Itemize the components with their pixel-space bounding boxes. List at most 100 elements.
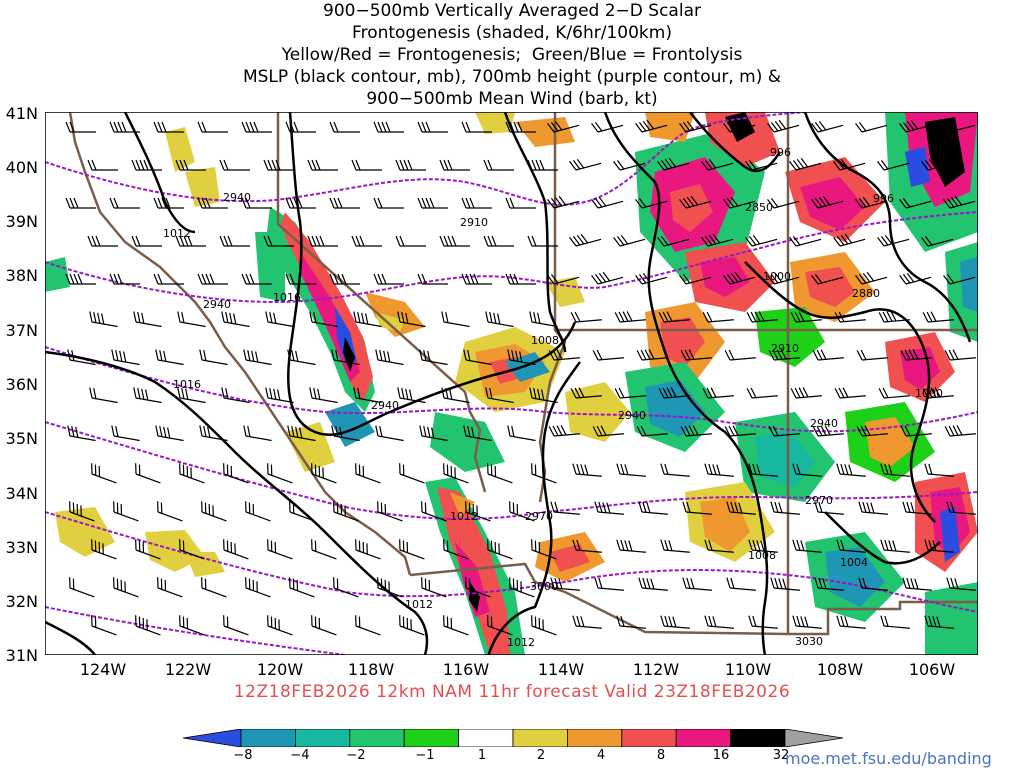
wind-barb: [878, 311, 910, 323]
wind-barb: [91, 463, 117, 484]
wind-barb: [767, 197, 800, 209]
wind-barb: [245, 577, 271, 598]
wind-barb: [723, 121, 756, 133]
mslp-label: 1016: [273, 291, 301, 304]
wind-barb: [682, 501, 712, 515]
wind-barb: [833, 158, 866, 171]
wind-barb: [287, 349, 316, 366]
wind-barb: [701, 233, 734, 247]
wind-barb: [419, 425, 448, 442]
wind-barb: [704, 463, 734, 477]
wind-barb: [679, 273, 712, 285]
wind-barb: [133, 311, 162, 328]
wind-barb: [748, 463, 778, 477]
wind-barb: [421, 577, 447, 598]
wind-barb: [877, 234, 910, 247]
lon-label: 112W: [632, 660, 680, 679]
mslp-label: 1012: [507, 636, 535, 649]
wind-barb: [636, 349, 668, 361]
wind-barb: [219, 159, 250, 171]
wind-barb: [113, 577, 139, 598]
wind-barb: [109, 197, 140, 209]
wind-barb: [616, 463, 646, 477]
wind-barb: [177, 387, 206, 404]
wind-barb: [199, 349, 228, 366]
wind-barb: [616, 615, 646, 629]
wind-barb: [245, 501, 271, 522]
wind-barb: [527, 235, 558, 247]
wind-barbs: [65, 119, 976, 636]
wind-barb: [329, 197, 360, 209]
wind-barb: [505, 273, 536, 285]
title-line-5: 900−500mb Mean Wind (barb, kt): [366, 89, 658, 109]
wind-barb: [399, 615, 425, 636]
wind-barb: [89, 311, 118, 328]
lon-label: 122W: [164, 660, 212, 679]
wind-barb: [329, 121, 360, 133]
colorbar-cell: [183, 729, 242, 747]
wind-barb: [311, 539, 337, 560]
wind-barb: [748, 539, 778, 553]
wind-barb: [331, 425, 360, 442]
wind-barb: [311, 463, 337, 484]
wind-barb: [594, 577, 624, 591]
wind-barb: [899, 119, 932, 133]
wind-barb: [792, 539, 822, 553]
colorbar-cell: [295, 729, 351, 747]
colorbar-cell: [730, 729, 786, 747]
wind-barb: [285, 121, 316, 133]
wind-barb: [375, 425, 404, 442]
wind-barb: [241, 273, 272, 285]
wind-barb: [221, 387, 250, 404]
wind-barb: [461, 121, 492, 133]
wind-barb: [789, 157, 822, 171]
wind-barb: [548, 349, 580, 361]
wind-barb: [439, 159, 470, 171]
wind-barb: [241, 197, 272, 209]
wind-barb: [658, 387, 690, 399]
height-label: 2850: [745, 201, 773, 214]
mslp-label: 996: [770, 146, 791, 159]
wind-barb: [704, 539, 734, 553]
wind-barb: [69, 501, 95, 522]
height-label: 2970: [805, 494, 833, 507]
mslp-label: 1016: [173, 378, 201, 391]
wind-barb: [878, 387, 910, 399]
wind-barb: [267, 539, 293, 560]
colorbar-label: 32: [772, 748, 790, 763]
wind-barb: [833, 233, 866, 247]
wind-barb: [487, 463, 513, 484]
wind-barb: [179, 539, 205, 560]
wind-barb: [111, 425, 140, 442]
wind-barb: [902, 577, 932, 591]
wind-barb: [943, 195, 976, 209]
wind-barb: [638, 501, 668, 515]
wind-barb: [547, 120, 580, 133]
wind-barb: [263, 235, 294, 247]
colorbar-cell: [403, 729, 459, 747]
wind-barb: [924, 463, 954, 477]
wind-barb: [748, 615, 778, 629]
wind-barb: [65, 273, 96, 285]
wind-barb: [635, 119, 668, 133]
wind-barb: [333, 501, 359, 522]
wind-barb: [355, 463, 381, 484]
wind-barb: [65, 197, 96, 209]
colorbar-cell: [784, 729, 843, 747]
wind-barb: [113, 501, 139, 522]
wind-barb: [201, 501, 227, 522]
wind-barb: [417, 273, 448, 285]
wind-barb: [569, 158, 602, 171]
wind-barb: [69, 577, 95, 598]
wind-barb: [153, 273, 184, 285]
wind-barb: [443, 615, 469, 636]
credit-link[interactable]: moe.met.fsu.edu/banding: [785, 749, 992, 768]
wind-barb: [922, 387, 954, 399]
wind-barb: [417, 197, 448, 209]
lon-label: 118W: [347, 660, 395, 679]
wind-barb: [109, 273, 140, 285]
wind-barb: [811, 273, 844, 285]
wind-barb: [197, 273, 228, 285]
wind-barb: [487, 539, 513, 560]
wind-barb: [856, 349, 888, 361]
